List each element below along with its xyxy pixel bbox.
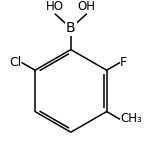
Text: Cl: Cl (9, 56, 21, 69)
Text: CH₃: CH₃ (120, 112, 142, 125)
Text: HO: HO (46, 0, 64, 13)
Text: B: B (66, 21, 76, 35)
Text: F: F (120, 56, 127, 69)
Text: OH: OH (77, 0, 95, 13)
